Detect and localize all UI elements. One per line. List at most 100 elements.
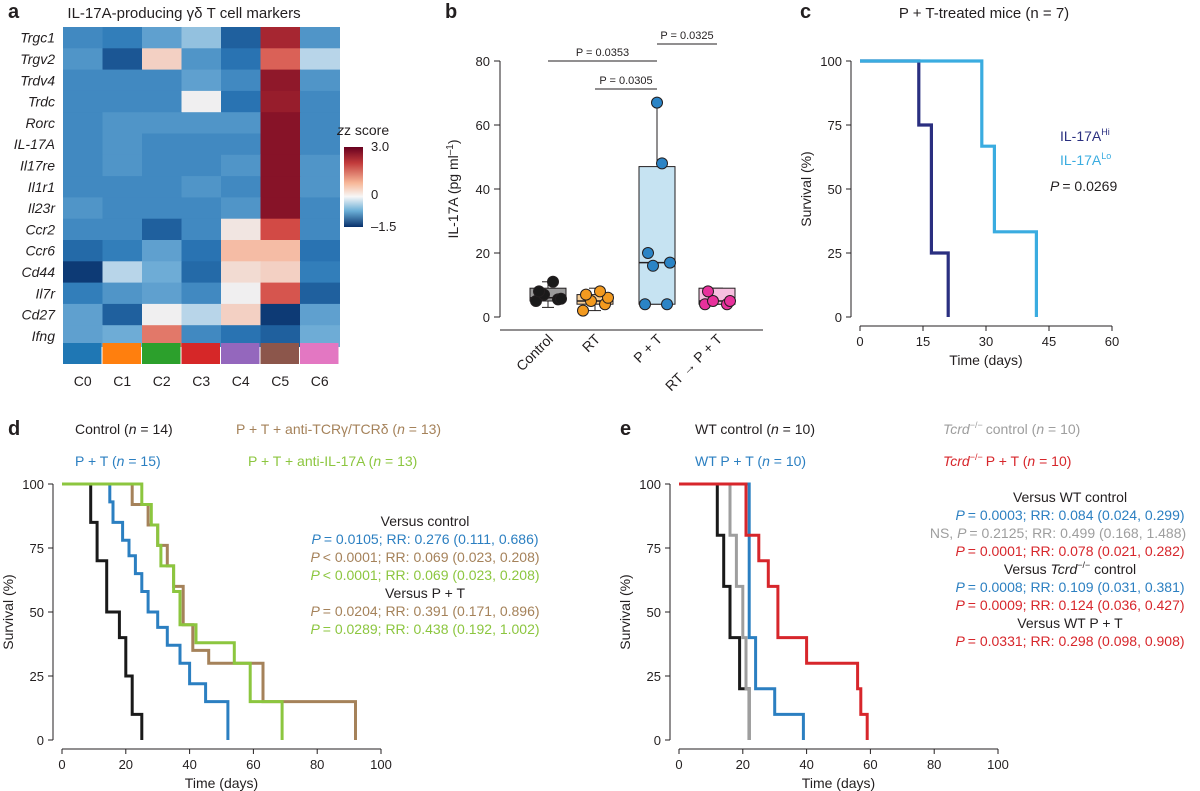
x-tick-label: 0 [675,757,682,772]
b-x-label: P + T [630,330,665,365]
panel-d-label: d [8,418,20,440]
b-y-label-text: IL-17A (pg ml [445,155,461,238]
d-stat-l2: P < 0.0001; RR: 0.069 (0.023, 0.208) [310,549,539,565]
heatmap-cell [181,240,222,262]
d-stat-h2: Versus P + T [385,585,465,601]
d-stat-l3: P < 0.0001; RR: 0.069 (0.023, 0.208) [310,567,539,583]
y-tick-label: 75 [30,541,44,556]
b-y-label-sup: –1 [445,144,456,156]
c-title: P + T-treated mice (n = 7) [899,5,1069,22]
e-stat-l4-text: = 0.0008; RR: 0.109 (0.031, 0.381) [968,579,1185,595]
x-tick-label: 0 [856,334,863,349]
heatmap-cell [260,303,301,326]
heatmap-cell [102,197,143,220]
heatmap-cell [181,282,222,305]
y-tick-label: 0 [37,733,44,748]
heatmap-cell [142,282,182,305]
heatmap-cell [260,27,301,49]
heatmap-cell [300,48,340,71]
e-stat-l2-text: = 0.2125; RR: 0.499 (0.168, 1.488) [969,525,1186,541]
heatmap-cell [221,27,261,49]
heatmap-cell [300,282,340,305]
heatmap-cell [181,133,222,156]
e-legend-tcrdpt-gene: Tcrd [943,453,971,469]
significance-label: P = 0.0353 [576,47,629,59]
e-stat-l6-text: = 0.0331; RR: 0.298 (0.098, 0.908) [968,633,1185,649]
d-stat-l5-p: P [310,621,320,637]
heatmap-cell [102,218,143,241]
x-tick-label: 45 [1042,334,1056,349]
cluster-color-swatch [102,343,141,364]
heatmap-cell [300,133,340,156]
x-tick-label: 60 [863,757,877,772]
panel-a: a IL-17A-producing γδ T cell markers Trg… [8,1,396,389]
heatmap-cell [181,112,222,134]
heatmap-cell [300,27,340,49]
heatmap-cell [260,48,301,71]
gene-label: Trgc1 [20,30,55,46]
heatmap-cell [221,69,261,92]
gene-label: Trdv4 [20,72,55,88]
heatmap-cell [260,325,301,347]
gene-label: Rorc [25,115,55,131]
panel-c-label: c [800,1,811,23]
heatmap-cell [260,112,301,134]
y-tick-label: 50 [828,182,842,197]
e-legend-wtpt: WT P + T (n = 10) [695,453,806,469]
e-legend-wtpt-n: 10 [786,453,802,469]
e-stat-l5-text: = 0.0009; RR: 0.124 (0.036, 0.427) [968,597,1185,613]
c-legend-lo: IL-17ALo [1060,151,1111,168]
cluster-color-swatch [63,343,102,364]
c-legend-hi: IL-17AHi [1060,127,1110,144]
data-point [656,157,668,170]
data-point [647,259,659,272]
heatmap-cell [142,27,182,49]
e-legend-tcrd-gene: Tcrd [943,421,971,437]
b-x-label: RT [579,330,604,355]
gene-label: Cd27 [22,307,57,323]
x-tick-label: 80 [927,757,941,772]
y-tick-label: 75 [647,541,661,556]
e-stat-l3-text: = 0.0001; RR: 0.078 (0.021, 0.282) [968,543,1185,559]
heatmap-cell [142,90,182,113]
b-y-label: IL-17A (pg ml–1) [445,139,461,238]
d-legend-il17: P + T + anti-IL-17A (n = 13) [248,453,417,469]
heatmap-cell [142,112,182,134]
data-point [702,285,714,298]
colorbar [344,147,363,227]
cluster-color-swatch [142,343,181,364]
cluster-label: C6 [311,373,329,389]
y-tick-label: 25 [647,669,661,684]
y-axis-label: Survival (%) [617,574,633,649]
heatmap-cell [63,261,103,284]
heatmap-cell [181,90,222,113]
heatmap-cell [260,282,301,305]
survival-curve [860,59,950,317]
heatmap-cell [221,112,261,134]
e-stat-l4: P = 0.0008; RR: 0.109 (0.031, 0.381) [955,579,1184,595]
heatmap-cell [181,154,222,177]
e-stat-l3-p: P [955,543,965,559]
d-stat-l5: P = 0.0289; RR: 0.438 (0.192, 1.002) [310,621,539,637]
heatmap-cell [142,325,182,347]
heatmap-cell [102,69,143,92]
significance-label: P = 0.0325 [660,30,713,42]
heatmap-cell [102,325,143,347]
survival-curve [62,482,284,740]
d-legend-pt-n: 15 [140,453,156,469]
heatmap-cell [63,154,103,177]
heatmap-cell [181,325,222,347]
c-pvalue-p: P [1050,178,1060,194]
heatmap-cell [300,69,340,92]
heatmap-cell [63,325,103,347]
b-x-label: RT → P + T [662,330,725,393]
x-tick-label: 80 [310,757,324,772]
e-legend-tcrd-sup: −/− [970,420,983,430]
heatmap-cell [221,176,261,198]
heatmap-cell [221,240,261,262]
c-pvalue-text: = 0.0269 [1062,178,1117,194]
d-legend-tcr-n: 13 [421,421,437,437]
d-stat-l3-text: < 0.0001; RR: 0.069 (0.023, 0.208) [323,567,540,583]
e-stat-h2-c: control [1090,561,1136,577]
heatmap-cell [221,90,261,113]
